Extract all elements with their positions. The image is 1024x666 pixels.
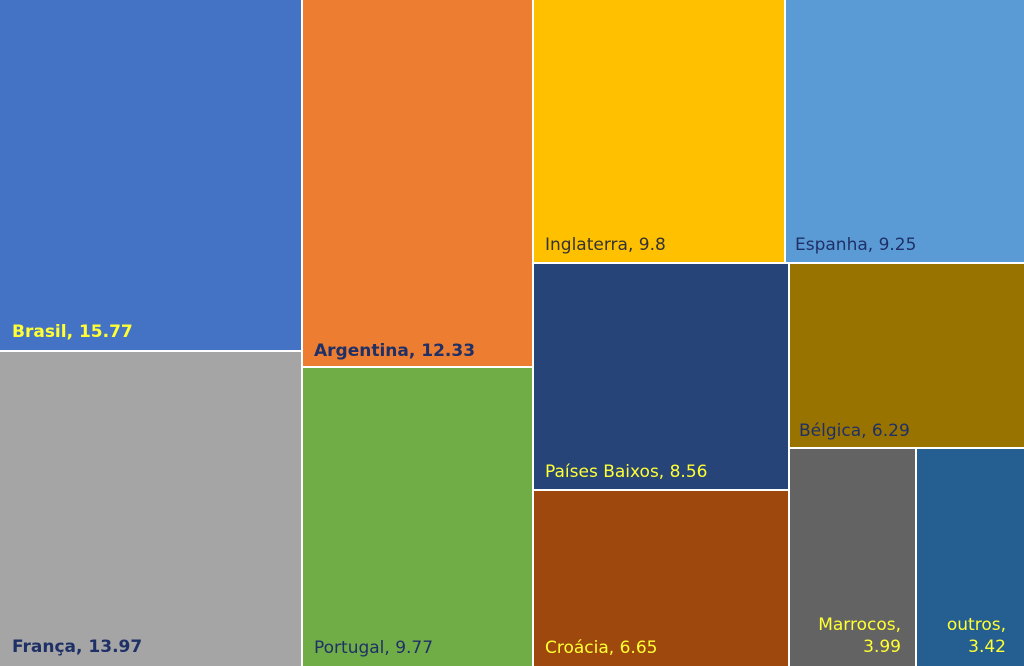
label-espanha: Espanha, 9.25 [795, 235, 917, 255]
label-portugal: Portugal, 9.77 [314, 638, 434, 658]
tile-croacia [534, 491, 790, 666]
tile-brasil [0, 0, 303, 352]
label-franca: França, 13.97 [12, 637, 143, 657]
label-inglaterra: Inglaterra, 9.8 [545, 235, 666, 255]
label-argentina: Argentina, 12.33 [314, 341, 476, 361]
tile-franca [0, 352, 303, 666]
label-outros: outros, 3.42 [920, 614, 1006, 658]
tile-argentina [303, 0, 534, 368]
label-croacia: Croácia, 6.65 [545, 638, 658, 658]
tile-espanha [786, 0, 1024, 264]
tile-inglaterra [534, 0, 786, 264]
tile-marrocos [790, 449, 917, 666]
tile-portugal [303, 368, 534, 666]
label-brasil: Brasil, 15.77 [12, 322, 133, 342]
tile-belgica [790, 264, 1024, 449]
label-outros-line1: outros, [946, 615, 1006, 635]
label-marrocos-line1: Marrocos, [818, 615, 901, 635]
label-outros-line2: 3.42 [968, 637, 1006, 657]
label-paises-baixos: Países Baixos, 8.56 [545, 462, 708, 482]
label-marrocos: Marrocos, 3.99 [796, 614, 901, 658]
label-belgica: Bélgica, 6.29 [799, 421, 910, 441]
tile-outros [917, 449, 1024, 666]
tile-paises-baixos [534, 264, 790, 491]
label-marrocos-line2: 3.99 [863, 637, 901, 657]
